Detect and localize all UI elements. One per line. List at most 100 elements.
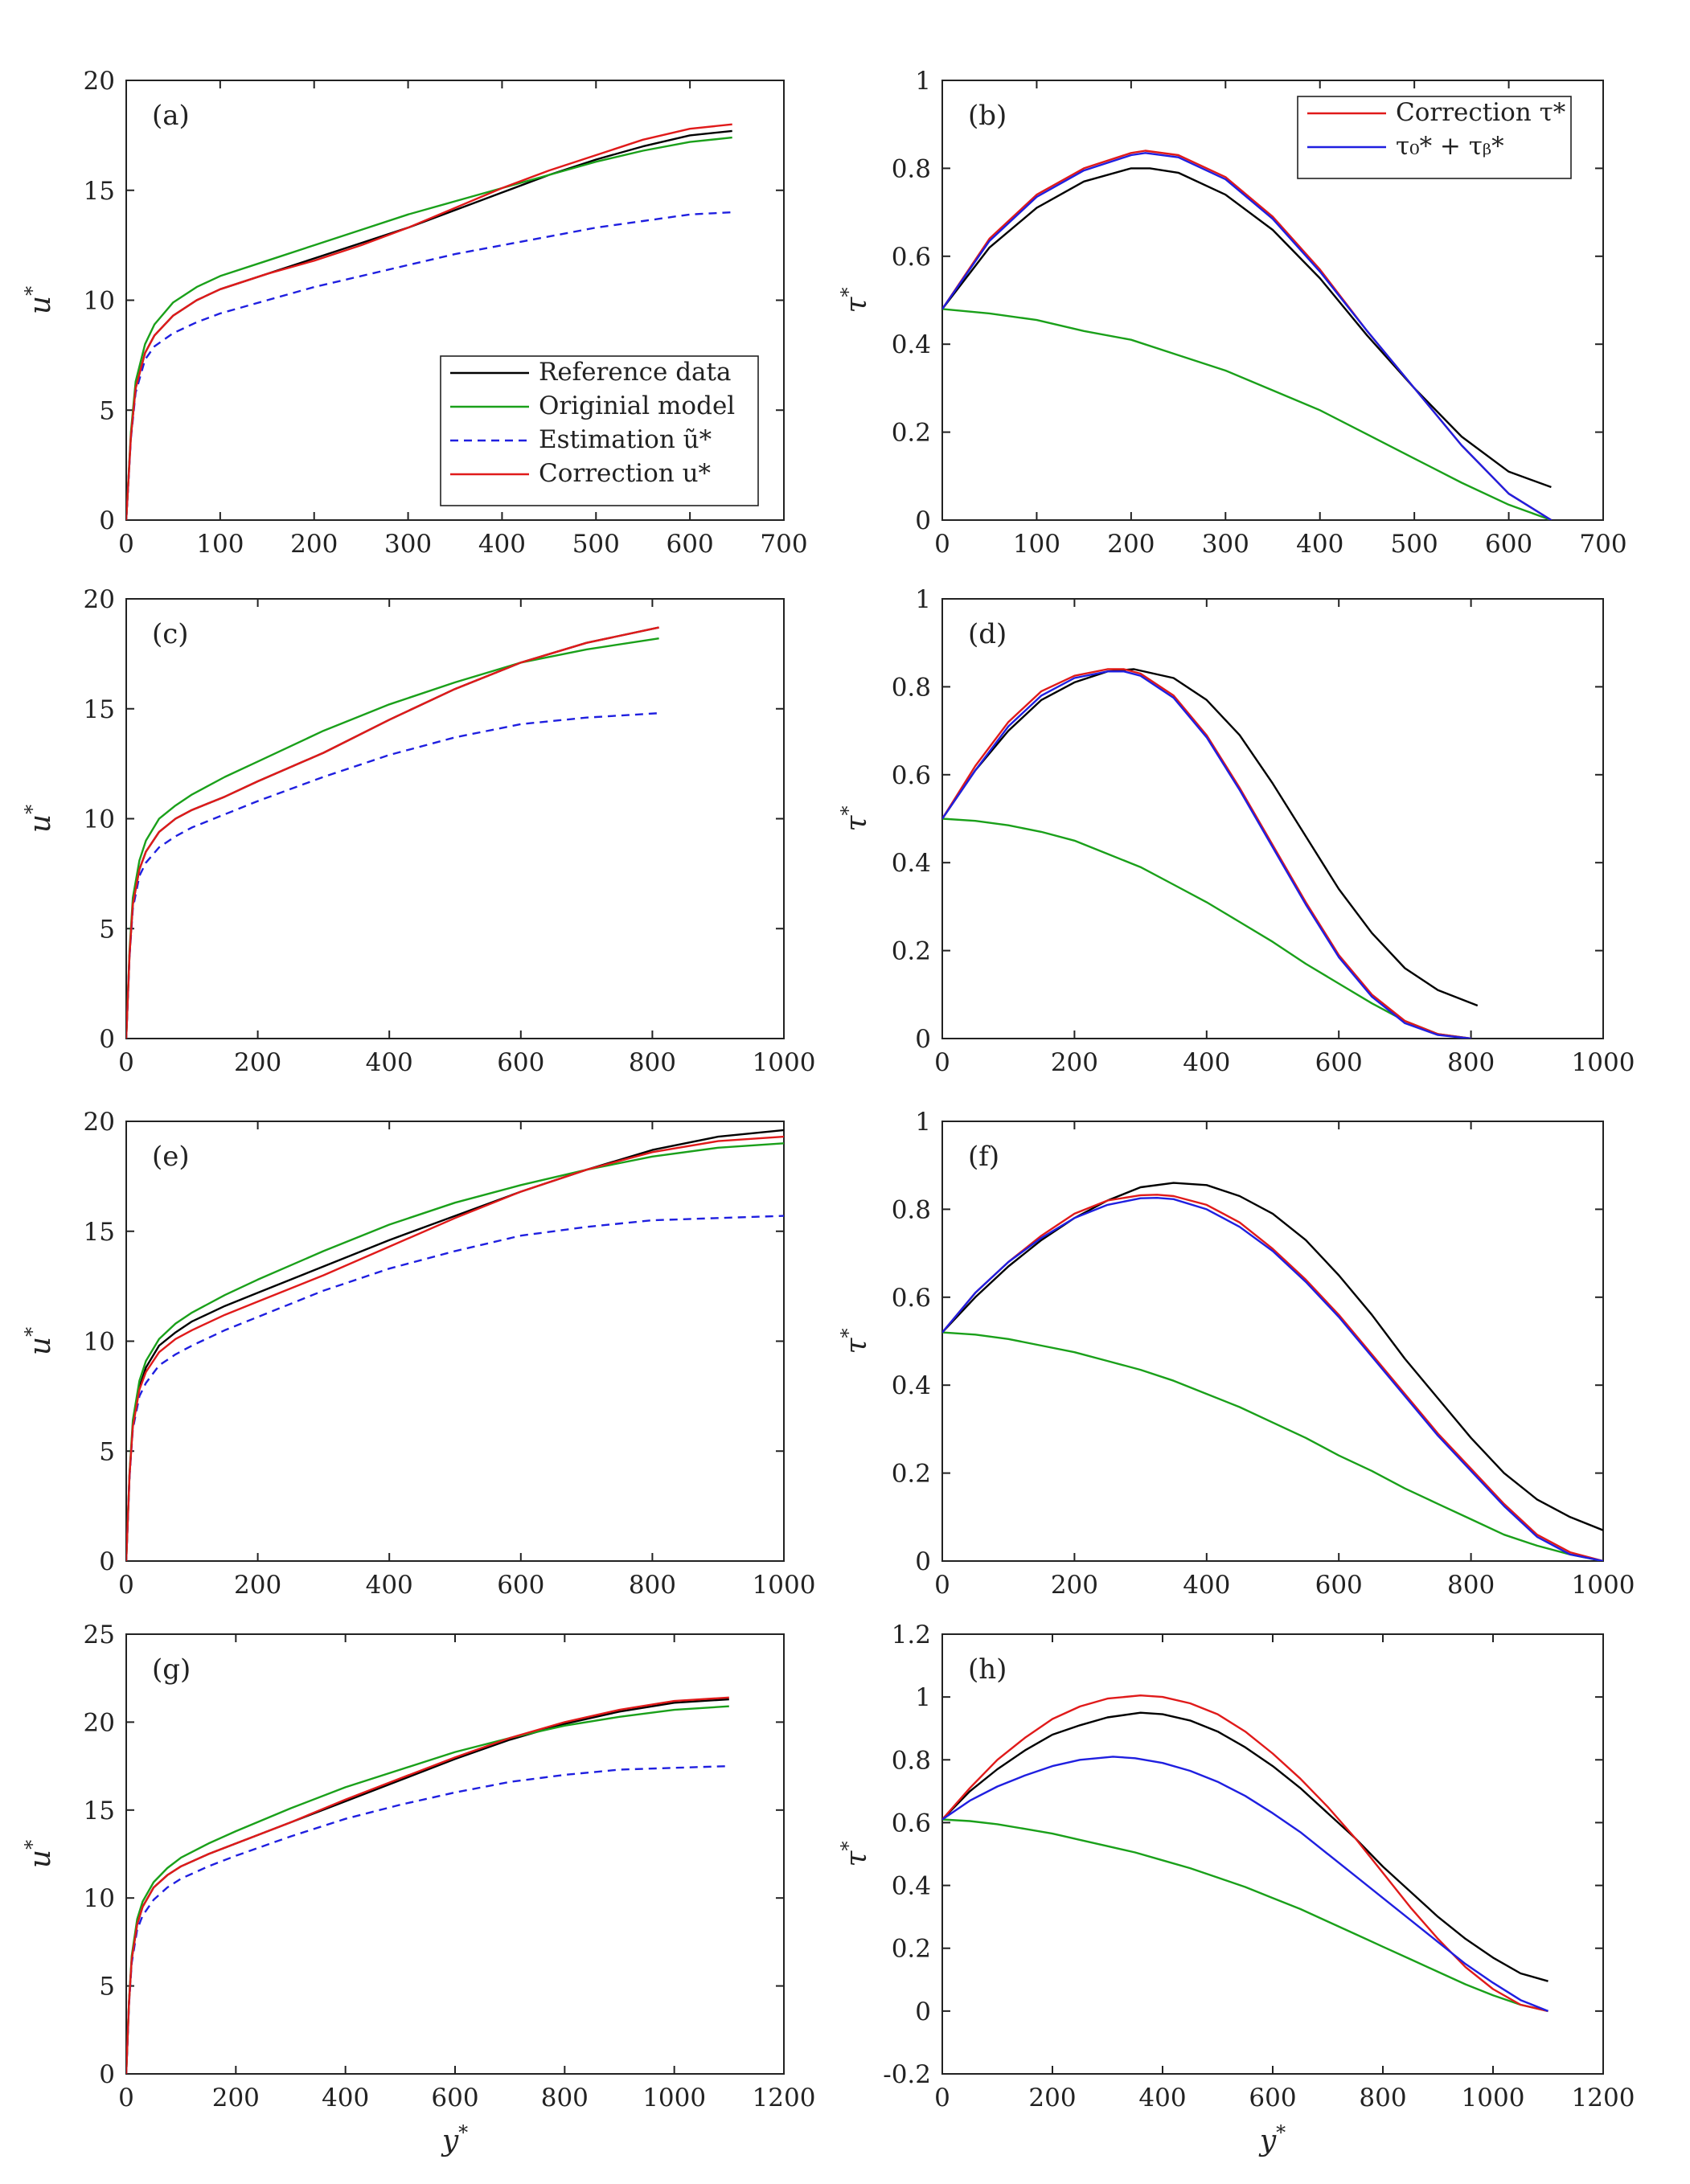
- x-tick-label: 200: [1051, 1571, 1098, 1600]
- x-tick-label: 100: [196, 530, 244, 559]
- legend-entry: Originial model: [539, 391, 735, 420]
- x-tick-label: 400: [322, 2084, 369, 2112]
- series-line-correction-u: [126, 1135, 784, 1561]
- x-tick-label: 400: [1183, 1571, 1230, 1600]
- series-line-originial-model: [942, 1331, 1603, 1561]
- x-tick-label: 800: [629, 1571, 676, 1600]
- x-tick-label: 200: [212, 2084, 260, 2112]
- y-tick-label: -0.2: [883, 2060, 931, 2089]
- panel-label: (a): [152, 100, 190, 132]
- y-tick-label: 0.2: [892, 1935, 931, 1964]
- x-tick-label: 600: [667, 530, 714, 559]
- y-tick-label: 0.6: [892, 761, 931, 790]
- series-line-: [942, 670, 1471, 1039]
- x-tick-label: 400: [1183, 1048, 1230, 1077]
- y-axis-label-star: *: [837, 288, 859, 297]
- y-tick-label: 15: [84, 177, 115, 206]
- series-line-reference-data: [942, 1182, 1603, 1531]
- x-tick-label: 1000: [1462, 2084, 1525, 2112]
- y-axis-label-star: *: [21, 1840, 43, 1850]
- x-tick-label: 600: [1249, 2084, 1296, 2112]
- x-tick-label: 0: [934, 530, 950, 559]
- x-tick-label: 0: [118, 1048, 134, 1077]
- panel-label: (e): [152, 1141, 190, 1173]
- panel-f: 0 200 400 600 800 1000 0 0.2 0.4 0.6 0.8 1 τ* (f): [837, 1108, 1635, 1600]
- x-tick-label: 600: [1315, 1048, 1363, 1077]
- x-tick-label: 0: [118, 1571, 134, 1600]
- x-tick-label: 600: [1485, 530, 1532, 559]
- y-tick-label: 1: [915, 67, 931, 96]
- series-line-reference-data: [126, 1698, 729, 2074]
- x-tick-label: 500: [572, 530, 620, 559]
- axes-frame: [941, 1633, 1604, 2075]
- series-line-reference-data: [942, 668, 1479, 1007]
- series-line-originial-model: [126, 136, 732, 520]
- y-tick-label: 0: [915, 1025, 931, 1054]
- y-tick-label: 0.8: [892, 1746, 931, 1775]
- x-tick-label: 0: [118, 2084, 134, 2112]
- legend-entry: Correction τ*: [1396, 98, 1565, 127]
- series-line-originial-model: [942, 817, 1471, 1039]
- y-tick-label: 0.2: [892, 937, 931, 966]
- axes-frame: [941, 1121, 1604, 1562]
- series-line-estimation: [126, 712, 659, 1039]
- x-tick-label: 400: [478, 530, 526, 559]
- x-tick-label: 1000: [642, 2084, 706, 2112]
- panel-c: 0 200 400 600 800 1000 0 5 10 15 20 u* (c): [21, 585, 815, 1077]
- y-tick-label: 25: [84, 1621, 115, 1649]
- y-tick-label: 5: [99, 915, 115, 944]
- y-tick-label: 15: [84, 1797, 115, 1825]
- series-line-originial-model: [942, 308, 1552, 520]
- series-line-estimation: [126, 1215, 784, 1561]
- x-tick-label: 200: [290, 530, 338, 559]
- x-tick-label: 800: [629, 1048, 676, 1077]
- y-tick-label: 1: [915, 585, 931, 614]
- y-tick-label: 0.6: [892, 1809, 931, 1838]
- x-tick-label: 400: [1296, 530, 1343, 559]
- y-tick-label: 0: [99, 506, 115, 535]
- x-tick-label: 1000: [1572, 1571, 1635, 1600]
- y-tick-label: 0.4: [892, 849, 931, 878]
- y-tick-label: 0.4: [892, 1371, 931, 1400]
- legend-box: [1297, 96, 1572, 179]
- x-axis-label-star: *: [1276, 2121, 1286, 2144]
- series-line-estimation: [126, 1764, 729, 2074]
- panel-label: (g): [152, 1653, 191, 1686]
- axes-frame: [125, 598, 785, 1039]
- y-tick-label: 0: [915, 1547, 931, 1576]
- y-tick-label: 0.4: [892, 330, 931, 359]
- panel-d: 0 200 400 600 800 1000 0 0.2 0.4 0.6 0.8 1 τ* (d): [837, 585, 1635, 1077]
- x-tick-label: 200: [234, 1571, 281, 1600]
- x-tick-label: 600: [497, 1048, 544, 1077]
- x-tick-label: 700: [1579, 530, 1626, 559]
- x-tick-label: 200: [234, 1048, 281, 1077]
- panel-a: 0 100 200 300 400 500 600 700 0 5 10 15 20 u* (a) Refer…: [21, 67, 808, 559]
- x-tick-label: 800: [1447, 1571, 1495, 1600]
- x-tick-label: 800: [1359, 2084, 1406, 2112]
- y-tick-label: 0: [99, 2060, 115, 2089]
- y-axis-label: u*: [21, 1840, 57, 1868]
- series-line-correction-u: [126, 1696, 729, 2074]
- x-tick-label: 200: [1051, 1048, 1098, 1077]
- x-tick-label: 0: [934, 1571, 950, 1600]
- series-line-correction: [942, 1694, 1548, 2013]
- x-tick-label: 1200: [1572, 2084, 1635, 2112]
- x-tick-label: 400: [366, 1048, 413, 1077]
- y-tick-label: 1: [915, 1108, 931, 1137]
- y-axis-label-star: *: [21, 1327, 43, 1337]
- y-tick-label: 0: [99, 1547, 115, 1576]
- y-axis-label: τ*: [837, 1842, 873, 1867]
- series-line-originial-model: [126, 637, 659, 1039]
- series-line-originial-model: [126, 1142, 784, 1561]
- y-tick-label: 0: [915, 506, 931, 535]
- x-tick-label: 0: [118, 530, 134, 559]
- x-tick-label: 200: [1028, 2084, 1076, 2112]
- y-axis-label: τ*: [837, 806, 873, 832]
- y-tick-label: 0.8: [892, 1195, 931, 1224]
- x-tick-label: 1000: [753, 1571, 816, 1600]
- y-axis-label-star: *: [21, 805, 43, 814]
- y-axis-label: u*: [21, 805, 57, 833]
- axes-frame: [941, 598, 1604, 1039]
- legend-box: [440, 355, 759, 506]
